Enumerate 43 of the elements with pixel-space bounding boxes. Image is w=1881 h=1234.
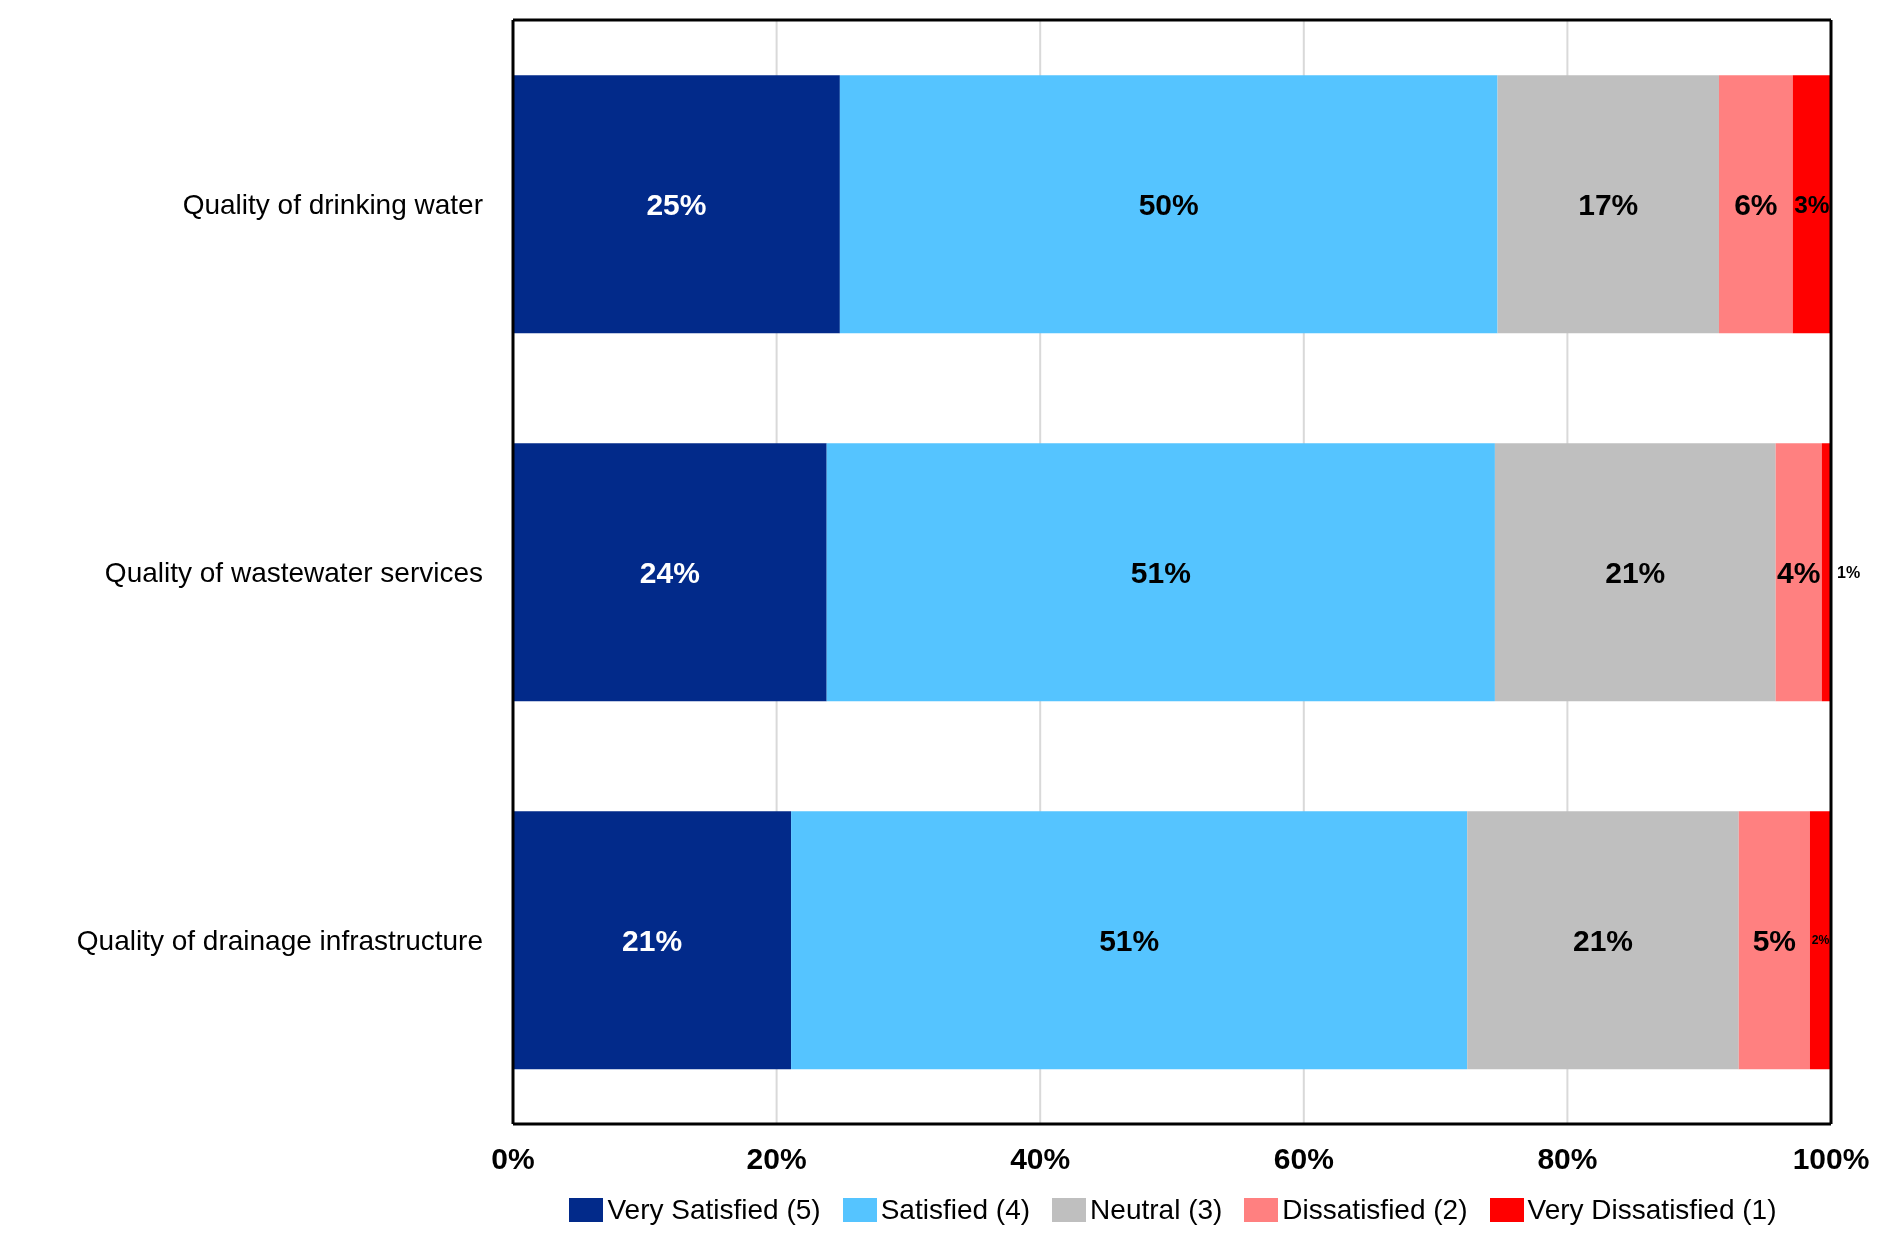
data-label: 25% — [646, 187, 707, 221]
data-label: 50% — [1138, 187, 1199, 221]
bar — [513, 811, 792, 1070]
bar — [513, 75, 840, 334]
data-label: 51% — [1130, 555, 1191, 589]
data-label: 6% — [1734, 187, 1778, 221]
bar — [1792, 75, 1831, 334]
y-tick-label: Quality of wastewater services — [104, 556, 483, 588]
data-label: 21% — [1572, 923, 1634, 957]
x-tick-label: 60% — [1273, 1142, 1334, 1176]
bar — [1809, 811, 1831, 1070]
data-label: 3% — [1794, 190, 1830, 218]
bar — [1775, 443, 1822, 702]
data-label: 21% — [622, 923, 683, 957]
legend-label: Satisfied (4) — [879, 1194, 1031, 1226]
legend-label: Neutral (3) — [1089, 1194, 1223, 1226]
bar — [1738, 811, 1810, 1070]
data-label: 17% — [1578, 187, 1639, 221]
data-label: 2% — [1811, 933, 1830, 948]
bar — [839, 75, 1498, 334]
legend-label: Very Dissatisfied (1) — [1526, 1194, 1777, 1226]
bar — [791, 811, 1468, 1070]
data-label: 4% — [1777, 555, 1821, 589]
x-tick-label: 80% — [1537, 1142, 1598, 1176]
legend-label: Dissatisfied (2) — [1281, 1194, 1468, 1226]
bar — [1494, 443, 1776, 702]
data-label: 21% — [1605, 555, 1666, 589]
bar — [826, 443, 1495, 702]
x-tick-label: 20% — [746, 1142, 807, 1176]
data-label: 24% — [639, 555, 700, 589]
y-tick-label: Quality of drinking water — [182, 188, 483, 220]
y-tick-label: Quality of drainage infrastructure — [76, 924, 483, 956]
x-tick-label: 40% — [1010, 1142, 1071, 1176]
bar — [1467, 811, 1739, 1070]
data-label: 51% — [1099, 923, 1160, 957]
x-tick-label: 100% — [1792, 1142, 1870, 1176]
legend-label: Very Satisfied (5) — [606, 1194, 821, 1226]
bar — [513, 443, 827, 702]
x-tick-label: 0% — [491, 1142, 535, 1176]
data-label: 1% — [1837, 563, 1861, 581]
data-label: 5% — [1752, 923, 1797, 957]
bar — [1718, 75, 1793, 334]
bar — [1497, 75, 1719, 334]
